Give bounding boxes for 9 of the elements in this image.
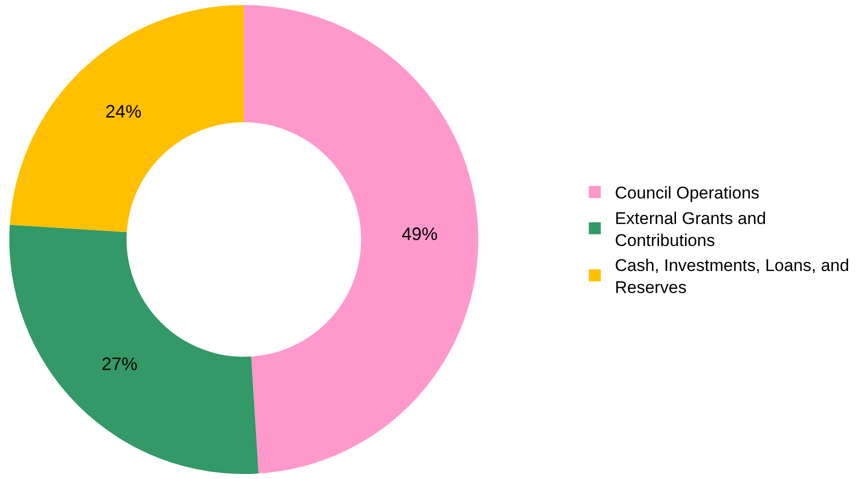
donut-slice <box>244 5 478 474</box>
data-label: 24% <box>105 101 142 122</box>
data-label: 27% <box>101 354 138 374</box>
legend-label: Cash, Investments, Loans, and Reserves <box>614 256 850 298</box>
legend-label: Council Operations <box>614 184 760 203</box>
donut-slice <box>10 5 244 232</box>
data-label: 49% <box>402 224 438 244</box>
donut-slice <box>10 224 259 474</box>
legend-label: External Grants and Contributions <box>614 208 766 250</box>
